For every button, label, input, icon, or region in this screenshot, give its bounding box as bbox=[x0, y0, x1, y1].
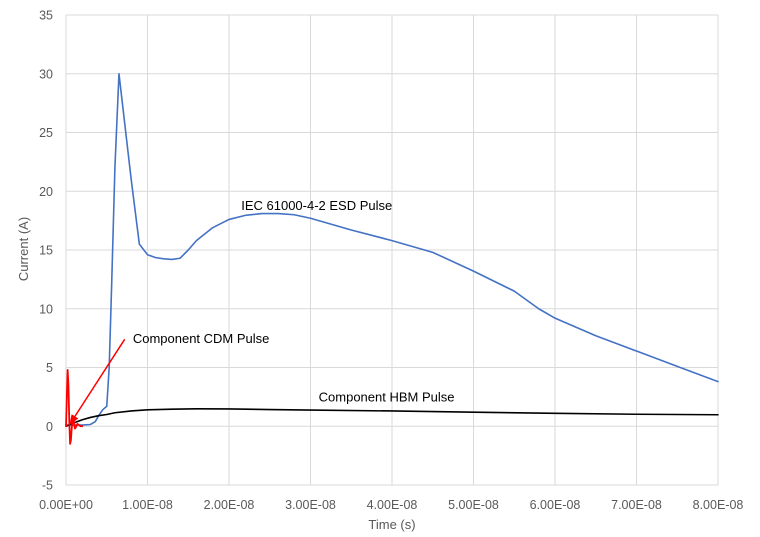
annotations: IEC 61000-4-2 ESD Pulse Component CDM Pul… bbox=[69, 198, 455, 425]
y-axis-title: Current (A) bbox=[16, 217, 31, 281]
y-tick-label: 25 bbox=[39, 126, 53, 140]
x-tick-label: 6.00E-08 bbox=[530, 498, 581, 512]
tick-labels: -5 0 5 10 15 20 25 30 35 0.00E+00 1.00E-08 2.00E-08… bbox=[39, 9, 743, 513]
y-tick-label: 15 bbox=[39, 244, 53, 258]
y-tick-label: 35 bbox=[39, 9, 53, 23]
annotation-label: Component CDM Pulse bbox=[133, 331, 270, 346]
x-tick-label: 2.00E-08 bbox=[204, 498, 255, 512]
x-tick-label: 1.00E-08 bbox=[122, 498, 173, 512]
x-tick-label: 0.00E+00 bbox=[39, 498, 93, 512]
cdm-arrow bbox=[69, 338, 126, 425]
annotation-label: Component HBM Pulse bbox=[319, 390, 455, 405]
y-tick-label: 10 bbox=[39, 302, 53, 316]
annotation-label: IEC 61000-4-2 ESD Pulse bbox=[241, 198, 392, 213]
x-tick-label: 3.00E-08 bbox=[285, 498, 336, 512]
series-line-0 bbox=[65, 72, 719, 426]
x-tick-label: 5.00E-08 bbox=[448, 498, 499, 512]
y-tick-label: 20 bbox=[39, 185, 53, 199]
x-tick-label: 8.00E-08 bbox=[693, 498, 744, 512]
y-tick-label: 5 bbox=[46, 361, 53, 375]
y-tick-label: -5 bbox=[42, 479, 53, 493]
series-line-1 bbox=[65, 408, 719, 428]
series-line-2 bbox=[65, 368, 84, 445]
x-axis-title: Time (s) bbox=[368, 517, 415, 532]
y-tick-label: 30 bbox=[39, 67, 53, 81]
y-tick-label: 0 bbox=[46, 420, 53, 434]
grid bbox=[65, 14, 719, 486]
x-tick-label: 4.00E-08 bbox=[367, 498, 418, 512]
x-tick-label: 7.00E-08 bbox=[611, 498, 662, 512]
